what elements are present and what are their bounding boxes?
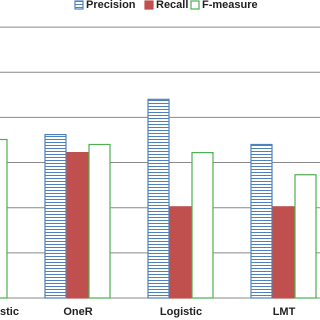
x-tick-label: OneR	[63, 306, 92, 318]
legend-label: F-measure	[202, 0, 258, 11]
legend-label: Precision	[86, 0, 136, 11]
x-tick-label: stic	[0, 306, 19, 318]
bar	[66, 152, 89, 299]
bar	[294, 174, 317, 299]
bar	[0, 138, 8, 299]
legend-label: Recall	[156, 0, 188, 11]
x-tick-label: Logistic	[160, 306, 202, 318]
bar	[272, 206, 295, 299]
x-tick-label: LMT	[273, 306, 296, 318]
bar	[44, 133, 67, 299]
bar	[191, 152, 214, 299]
bar	[147, 98, 170, 299]
bar	[88, 143, 111, 299]
legend-swatch	[74, 0, 84, 10]
bar	[169, 206, 192, 299]
bar	[250, 143, 273, 299]
legend-swatch	[190, 0, 200, 10]
legend-swatch	[144, 0, 154, 10]
